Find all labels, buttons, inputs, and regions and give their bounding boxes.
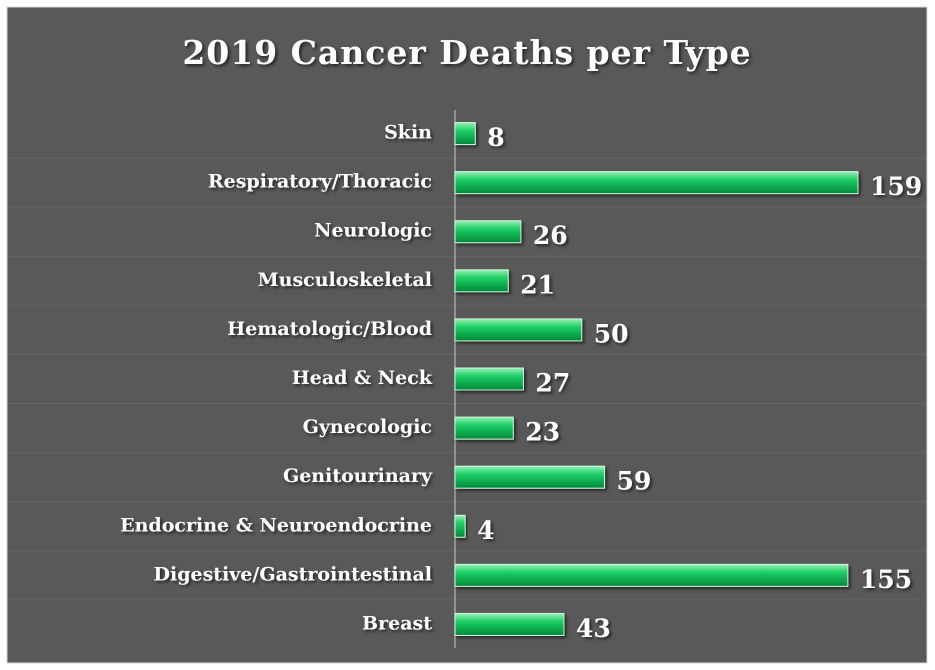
bar <box>454 563 849 587</box>
value-label: 23 <box>525 418 560 447</box>
bar <box>454 122 476 146</box>
value-label: 21 <box>520 270 555 299</box>
value-label: 159 <box>870 172 922 201</box>
value-label: 4 <box>477 516 494 545</box>
value-label: 50 <box>594 319 629 348</box>
value-label: 26 <box>533 221 568 250</box>
row-lines <box>8 157 926 601</box>
value-label: 155 <box>860 565 912 594</box>
category-label: Endocrine & Neuroendocrine <box>120 514 432 536</box>
chart-title: 2019 Cancer Deaths per Type <box>182 33 751 72</box>
bar <box>454 514 466 538</box>
bar <box>454 367 524 391</box>
category-label: Skin <box>384 122 432 144</box>
value-label: 8 <box>487 123 504 152</box>
bar <box>454 220 522 244</box>
category-label: Breast <box>362 612 432 634</box>
category-label: Genitourinary <box>283 465 433 487</box>
category-label: Musculoskeletal <box>258 269 432 291</box>
bar <box>454 171 859 195</box>
category-label: Hematologic/Blood <box>227 318 432 340</box>
category-label: Respiratory/Thoracic <box>208 171 432 193</box>
bar <box>454 416 514 440</box>
value-label: 59 <box>617 467 652 496</box>
bar <box>454 465 606 489</box>
bar <box>454 269 509 293</box>
category-label: Head & Neck <box>292 367 433 389</box>
bar <box>454 612 565 636</box>
value-label: 27 <box>535 369 570 398</box>
category-label: Gynecologic <box>303 416 432 438</box>
category-label: Digestive/Gastrointestinal <box>154 563 432 585</box>
category-label: Neurologic <box>314 220 432 242</box>
bar <box>454 318 583 342</box>
value-label: 43 <box>576 614 611 643</box>
